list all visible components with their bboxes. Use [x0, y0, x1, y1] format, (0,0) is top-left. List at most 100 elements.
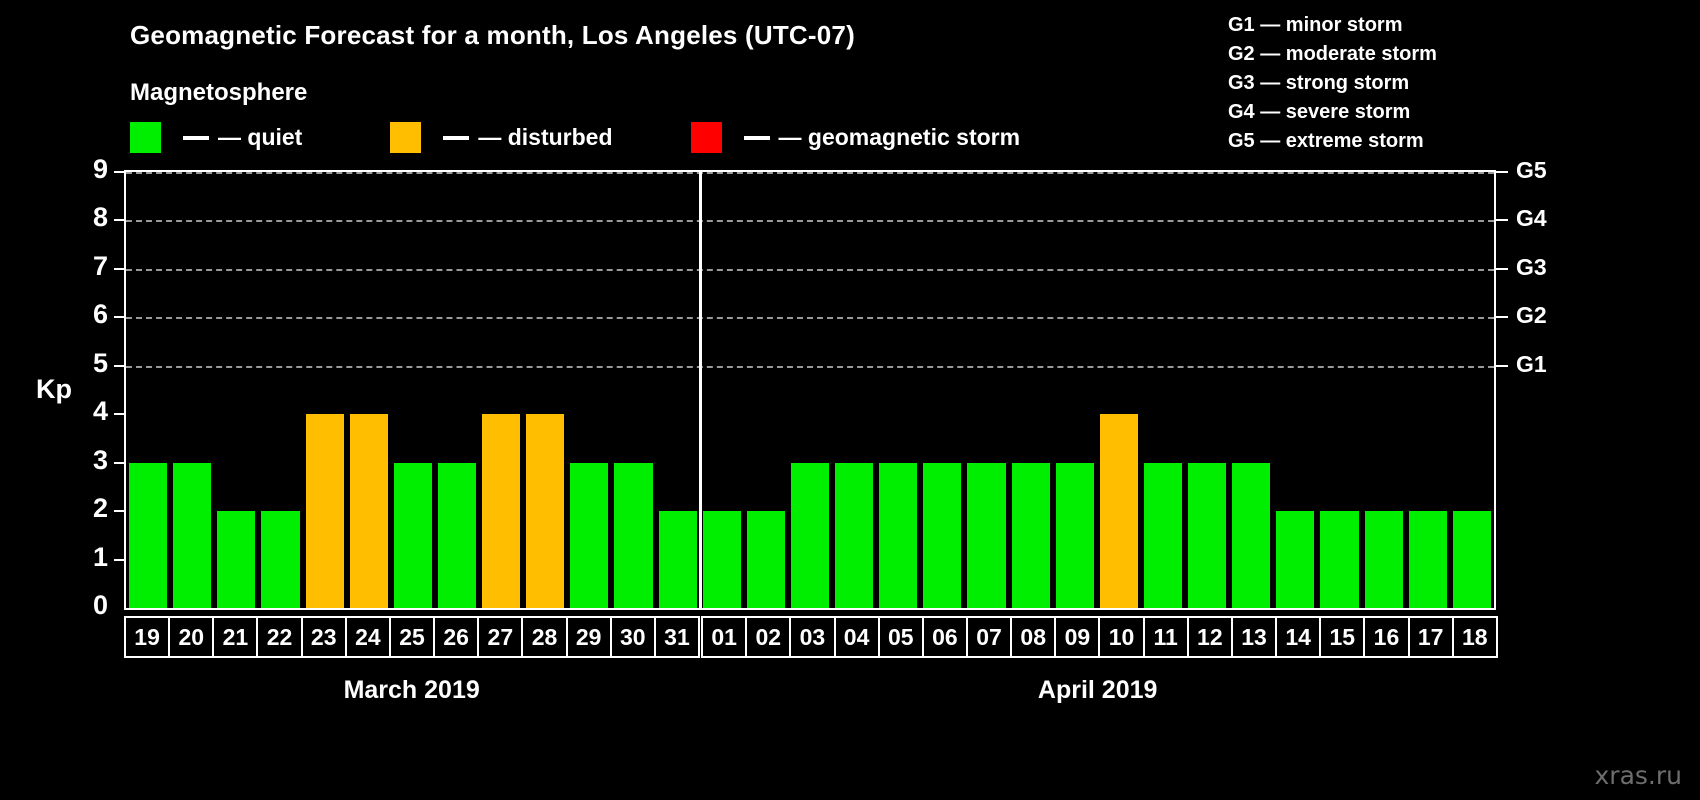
- g-scale-row-2: G2 — moderate storm: [1228, 43, 1437, 65]
- bar-slot: [1229, 172, 1273, 608]
- bar-27: [482, 414, 521, 608]
- day-label-02: 02: [745, 616, 792, 658]
- bar-04: [835, 462, 874, 608]
- bar-28: [526, 414, 565, 608]
- bar-slot: [700, 172, 744, 608]
- bar-slot: [964, 172, 1008, 608]
- bar-slot: [788, 172, 832, 608]
- g-tick-mark-G4: [1496, 219, 1508, 222]
- g-tick-mark-G3: [1496, 267, 1508, 270]
- bar-16: [1364, 511, 1403, 608]
- bar-10: [1099, 414, 1138, 608]
- gridline-kp-6: [126, 317, 1494, 320]
- bar-19: [129, 462, 168, 608]
- bar-24: [349, 414, 388, 608]
- y-tick-mark-4: [114, 413, 124, 416]
- g-tick-mark-G5: [1496, 171, 1508, 173]
- bar-slot: [1362, 172, 1406, 608]
- bar-slot: [1097, 172, 1141, 608]
- day-label-05: 05: [877, 616, 924, 658]
- day-label-27: 27: [477, 616, 524, 658]
- day-label-10: 10: [1098, 616, 1145, 658]
- bar-slot: [1406, 172, 1450, 608]
- g-scale-row-5: G5 — extreme storm: [1228, 130, 1424, 152]
- y-tick-label-3: 3: [92, 444, 108, 475]
- bar-slot: [611, 172, 655, 608]
- legend-dash-icon: [443, 135, 470, 140]
- y-tick-label-4: 4: [92, 396, 108, 427]
- day-label-11: 11: [1142, 616, 1189, 658]
- day-label-07: 07: [965, 616, 1013, 658]
- g-scale-row-3: G3 — strong storm: [1228, 72, 1410, 94]
- day-label-28: 28: [521, 616, 568, 658]
- day-label-04: 04: [833, 616, 880, 658]
- day-label-01: 01: [701, 616, 748, 658]
- bar-slot: [303, 172, 347, 608]
- bar-26: [437, 462, 476, 608]
- bar-slot: [1450, 172, 1494, 608]
- watermark: xras.ru: [1594, 761, 1683, 790]
- day-label-22: 22: [256, 616, 303, 658]
- bar-06: [923, 462, 962, 608]
- day-label-26: 26: [433, 616, 480, 658]
- legend-dash-icon: [183, 135, 209, 140]
- bar-series: [126, 172, 1494, 608]
- g-tick-label-G1: G1: [1516, 350, 1547, 377]
- bar-slot: [1185, 172, 1229, 608]
- bar-slot: [656, 172, 700, 608]
- y-tick-mark-5: [114, 364, 124, 367]
- legend-item-label: — quiet: [218, 124, 303, 150]
- y-tick-label-6: 6: [92, 299, 108, 330]
- day-label-13: 13: [1230, 616, 1278, 658]
- month-label-1: April 2019: [1037, 676, 1158, 704]
- bar-slot: [832, 172, 876, 608]
- g-scale-row-4: G4 — severe storm: [1228, 101, 1411, 123]
- g-tick-mark-G1: [1496, 364, 1508, 367]
- bar-slot: [920, 172, 964, 608]
- page-title: Geomagnetic Forecast for a month, Los An…: [130, 20, 855, 50]
- y-tick-mark-1: [114, 558, 124, 561]
- bar-01: [702, 511, 741, 608]
- bar-slot: [523, 172, 567, 608]
- g-scale-legend: G1 — minor storm G2 — moderate storm G3 — …: [1228, 11, 1437, 156]
- y-tick-mark-7: [114, 267, 124, 270]
- bar-22: [261, 511, 300, 608]
- day-label-25: 25: [388, 616, 436, 658]
- bar-12: [1188, 462, 1227, 608]
- bar-slot: [1141, 172, 1185, 608]
- magnetosphere-label: Magnetosphere: [130, 79, 308, 106]
- bar-slot: [1009, 172, 1053, 608]
- g-tick-label-G2: G2: [1516, 302, 1547, 329]
- g-tick-label-G4: G4: [1516, 205, 1547, 232]
- y-tick-mark-8: [114, 219, 124, 222]
- y-tick-label-5: 5: [92, 347, 108, 378]
- y-axis-title: Kp: [36, 374, 72, 404]
- legend-item-1: — disturbed: [390, 122, 613, 153]
- bar-13: [1232, 462, 1271, 608]
- g-tick-label-G3: G3: [1516, 253, 1547, 280]
- bar-07: [967, 462, 1006, 608]
- y-tick-label-8: 8: [92, 202, 108, 233]
- bar-18: [1452, 511, 1491, 608]
- month-divider: [698, 172, 702, 608]
- y-tick-label-7: 7: [92, 250, 108, 281]
- day-label-30: 30: [609, 616, 656, 658]
- legend-item-2: — geomagnetic storm: [690, 122, 1020, 153]
- day-label-12: 12: [1186, 616, 1233, 658]
- gridline-kp-7: [126, 268, 1494, 271]
- bar-29: [570, 462, 609, 608]
- bar-slot: [479, 172, 523, 608]
- g-scale-row-1: G1 — minor storm: [1228, 14, 1403, 36]
- legend-item-0: — quiet: [130, 122, 302, 153]
- bar-slot: [1317, 172, 1361, 608]
- bar-21: [217, 511, 256, 608]
- gridline-kp-5: [126, 365, 1494, 368]
- g-tick-mark-G2: [1496, 316, 1508, 319]
- bar-slot: [391, 172, 435, 608]
- day-label-14: 14: [1275, 616, 1322, 658]
- bar-slot: [214, 172, 258, 608]
- day-axis: 19 20 21 22 23 24 25 26 27 28 29 30 31 01 02 03 04 05 06 07…: [124, 616, 1498, 658]
- day-label-23: 23: [300, 616, 347, 658]
- y-tick-label-2: 2: [92, 493, 108, 524]
- day-label-19: 19: [124, 616, 171, 658]
